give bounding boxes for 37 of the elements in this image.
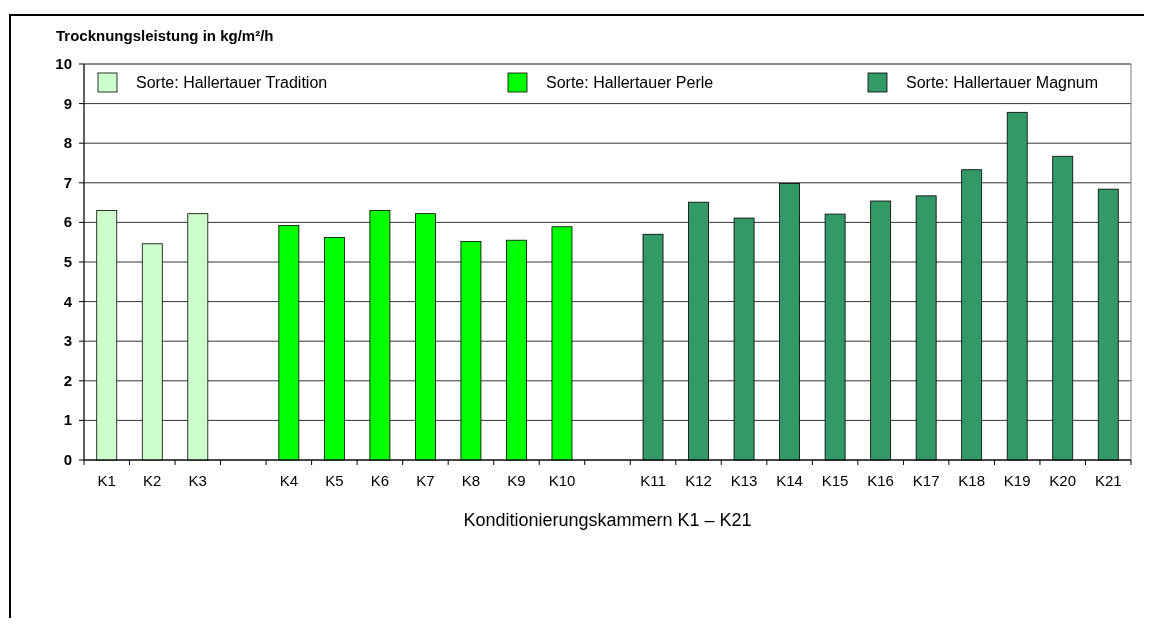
- x-tick-label: K20: [1049, 472, 1077, 489]
- legend-label: Sorte: Hallertauer Magnum: [906, 74, 1099, 91]
- x-tick-label: K5: [325, 472, 344, 489]
- y-tick-label: 7: [63, 173, 72, 191]
- x-tick-label: K7: [416, 472, 435, 489]
- y-tick-label: 4: [63, 292, 73, 310]
- x-axis-title: Konditionierungskammern K1 – K21: [463, 510, 752, 530]
- x-tick-label: K21: [1094, 472, 1122, 489]
- y-tick-label: 6: [63, 213, 72, 231]
- y-tick-label: 2: [63, 371, 72, 389]
- y-tick-label: 8: [63, 134, 72, 152]
- x-tick-label: K6: [370, 472, 390, 489]
- legend-label: Sorte: Hallertauer Tradition: [136, 74, 328, 91]
- y-tick-label: 5: [63, 253, 72, 270]
- x-tick-label: K3: [188, 472, 207, 489]
- y-tick-label: 9: [63, 94, 72, 112]
- x-tick-label: K11: [640, 472, 666, 489]
- x-tick-label: K14: [776, 472, 803, 489]
- x-tick-label: K17: [912, 472, 940, 489]
- x-tick-label: K15: [821, 472, 849, 489]
- y-tick-label: 10: [55, 55, 72, 72]
- x-tick-label: K2: [143, 472, 162, 489]
- y-tick-label: 0: [63, 451, 72, 468]
- x-tick-label: K1: [97, 472, 116, 489]
- x-tick-label: K19: [1003, 472, 1031, 489]
- legend-label: Sorte: Hallertauer Perle: [546, 74, 714, 91]
- y-axis-title: Trocknungsleistung in kg/m²/h: [56, 27, 274, 44]
- x-tick-label: K13: [730, 472, 758, 489]
- y-tick-label: 3: [63, 332, 72, 350]
- x-tick-label: K9: [507, 472, 526, 489]
- x-tick-label: K4: [279, 472, 299, 489]
- x-tick-label: K18: [958, 472, 986, 489]
- x-tick-label: K16: [867, 472, 894, 489]
- x-tick-label: K8: [461, 472, 481, 489]
- y-tick-label: 1: [63, 411, 72, 429]
- x-tick-label: K10: [548, 472, 576, 489]
- x-tick-label: K12: [685, 472, 712, 489]
